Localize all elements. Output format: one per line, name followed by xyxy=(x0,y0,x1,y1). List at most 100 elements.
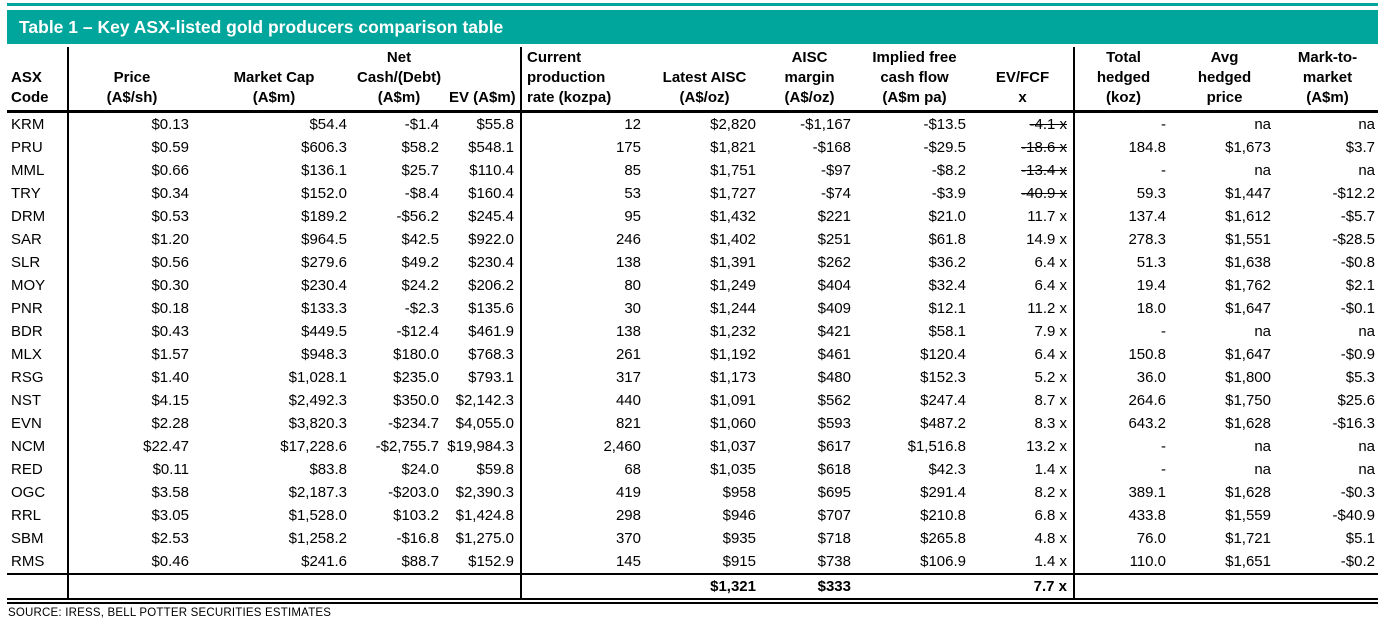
table-cell: - xyxy=(1161,461,1166,478)
table-cell: -$8.4 xyxy=(404,185,439,202)
table-cell: $606.3 xyxy=(301,139,347,156)
total-row: $1,321 $333 7.7 x xyxy=(7,573,1378,604)
table-cell: $25.7 xyxy=(401,162,439,179)
table-cell: $2,390.3 xyxy=(445,481,522,504)
table-cell: $1,651 xyxy=(1225,553,1271,570)
table-cell: $1,232 xyxy=(710,323,756,340)
table-cell: 6.8 x xyxy=(972,504,1075,527)
table-cell: 36.0 xyxy=(1136,369,1166,386)
table-cell: $189.2 xyxy=(301,208,347,225)
table-cell: $0.30 xyxy=(151,277,189,294)
column-header-line: (A$/oz) xyxy=(679,89,730,106)
table-cell: 298 xyxy=(615,507,641,524)
column-header-line: EV/FCF xyxy=(995,69,1050,86)
asx-code-cell: TRY xyxy=(7,182,69,205)
column-header-line: Latest AISC xyxy=(662,69,747,86)
table-cell: $120.4 xyxy=(920,346,966,363)
table-cell: 11.2 x xyxy=(972,297,1075,320)
table-row: SLR $0.56 $279.6 $49.2 $230.4 138 $1,391 $262 $3… xyxy=(7,251,1378,274)
table-cell: $42.5 xyxy=(401,231,439,248)
table-cell: -40.9 x xyxy=(972,182,1075,205)
table-cell: $1,516.8 xyxy=(907,438,966,455)
table-cell: $1,402 xyxy=(710,231,756,248)
table-cell: $2,142.3 xyxy=(445,389,522,412)
column-header: Current production rate (kozpa) xyxy=(522,47,647,110)
table-row: MLX $1.57 $948.3 $180.0 $768.3 261 $1,192 $461 $… xyxy=(7,343,1378,366)
column-header-line xyxy=(449,48,515,68)
table-cell: 18.0 xyxy=(1136,300,1166,317)
table-cell: 6.4 x xyxy=(972,343,1075,366)
table-cell: $2,820 xyxy=(710,116,756,133)
table-cell: 419 xyxy=(615,484,641,501)
asx-code-cell: SBM xyxy=(7,527,69,550)
table-cell: $0.59 xyxy=(151,139,189,156)
table-cell: $562 xyxy=(817,392,851,409)
table-cell: 8.7 x xyxy=(972,389,1075,412)
table-cell: 68 xyxy=(624,461,641,478)
table-cell: $25.6 xyxy=(1337,392,1375,409)
table-cell: 264.6 xyxy=(1128,392,1166,409)
table-cell: -$2,755.7 xyxy=(375,438,439,455)
table-cell: -$203.0 xyxy=(388,484,439,501)
table-cell: $793.1 xyxy=(445,366,522,389)
column-header: Total hedged (koz) xyxy=(1075,47,1172,110)
table-cell: $2,492.3 xyxy=(288,392,347,409)
table-cell: - xyxy=(1161,323,1166,340)
table-cell: $1,751 xyxy=(710,162,756,179)
column-header-line: hedged xyxy=(1096,69,1151,86)
asx-code-cell: SAR xyxy=(7,228,69,251)
table-cell: $1,447 xyxy=(1225,185,1271,202)
table-cell: $241.6 xyxy=(301,553,347,570)
asx-code-cell: RED xyxy=(7,458,69,481)
table-cell: na xyxy=(1254,162,1271,179)
table-cell: $5.3 xyxy=(1345,369,1375,386)
column-header-line xyxy=(651,48,758,68)
table-cell: -$74 xyxy=(820,185,851,202)
table-cell: $19,984.3 xyxy=(445,435,522,458)
table-cell: -$0.8 xyxy=(1340,254,1375,271)
table-cell: -$8.2 xyxy=(931,162,966,179)
table-cell: $350.0 xyxy=(393,392,439,409)
column-header-line: margin xyxy=(784,69,835,86)
table-cell: 138 xyxy=(615,254,641,271)
column-header-line xyxy=(11,48,63,68)
asx-code-cell: PNR xyxy=(7,297,69,320)
table-row: RED $0.11 $83.8 $24.0 $59.8 68 $1,035 $618 $42.3… xyxy=(7,458,1378,481)
table-cell: $0.43 xyxy=(151,323,189,340)
table-cell: $958 xyxy=(722,484,756,501)
table-cell: 433.8 xyxy=(1128,507,1166,524)
column-header-line: Total xyxy=(1106,49,1141,66)
table-cell: $707 xyxy=(817,507,851,524)
column-header-line: rate (kozpa) xyxy=(527,89,612,106)
table-cell: $3.7 xyxy=(1345,139,1375,156)
table-cell: $1.20 xyxy=(151,231,189,248)
table-cell: -13.4 x xyxy=(972,159,1075,182)
table-cell: -$97 xyxy=(820,162,851,179)
table-cell: $3,820.3 xyxy=(288,415,347,432)
table-cell: $618 xyxy=(817,461,851,478)
table-cell: $1,559 xyxy=(1225,507,1271,524)
table-cell: 53 xyxy=(624,185,641,202)
table-cell: $1,528.0 xyxy=(288,507,347,524)
table-cell: $133.3 xyxy=(301,300,347,317)
column-header: Price (A$/sh) xyxy=(69,47,195,110)
table-cell: $221 xyxy=(817,208,851,225)
column-header-line: Market Cap xyxy=(233,69,315,86)
table-cell: 30 xyxy=(624,300,641,317)
table-cell: $61.8 xyxy=(928,231,966,248)
table-cell: $1,612 xyxy=(1225,208,1271,225)
table-cell: $106.9 xyxy=(920,553,966,570)
table-cell: 12 xyxy=(624,116,641,133)
table-cell: $230.4 xyxy=(301,277,347,294)
table-cell: $1,391 xyxy=(710,254,756,271)
total-cell xyxy=(1172,575,1277,598)
table-cell: $55.8 xyxy=(445,113,522,136)
table-cell: $1,244 xyxy=(710,300,756,317)
column-header-line: Cash/(Debt) xyxy=(357,69,442,86)
top-accent-rule xyxy=(7,3,1378,6)
total-cell xyxy=(857,575,972,598)
asx-code-cell: MOY xyxy=(7,274,69,297)
column-header: Market Cap (A$m) xyxy=(195,47,353,110)
table-cell: $718 xyxy=(817,530,851,547)
table-cell: $0.46 xyxy=(151,553,189,570)
